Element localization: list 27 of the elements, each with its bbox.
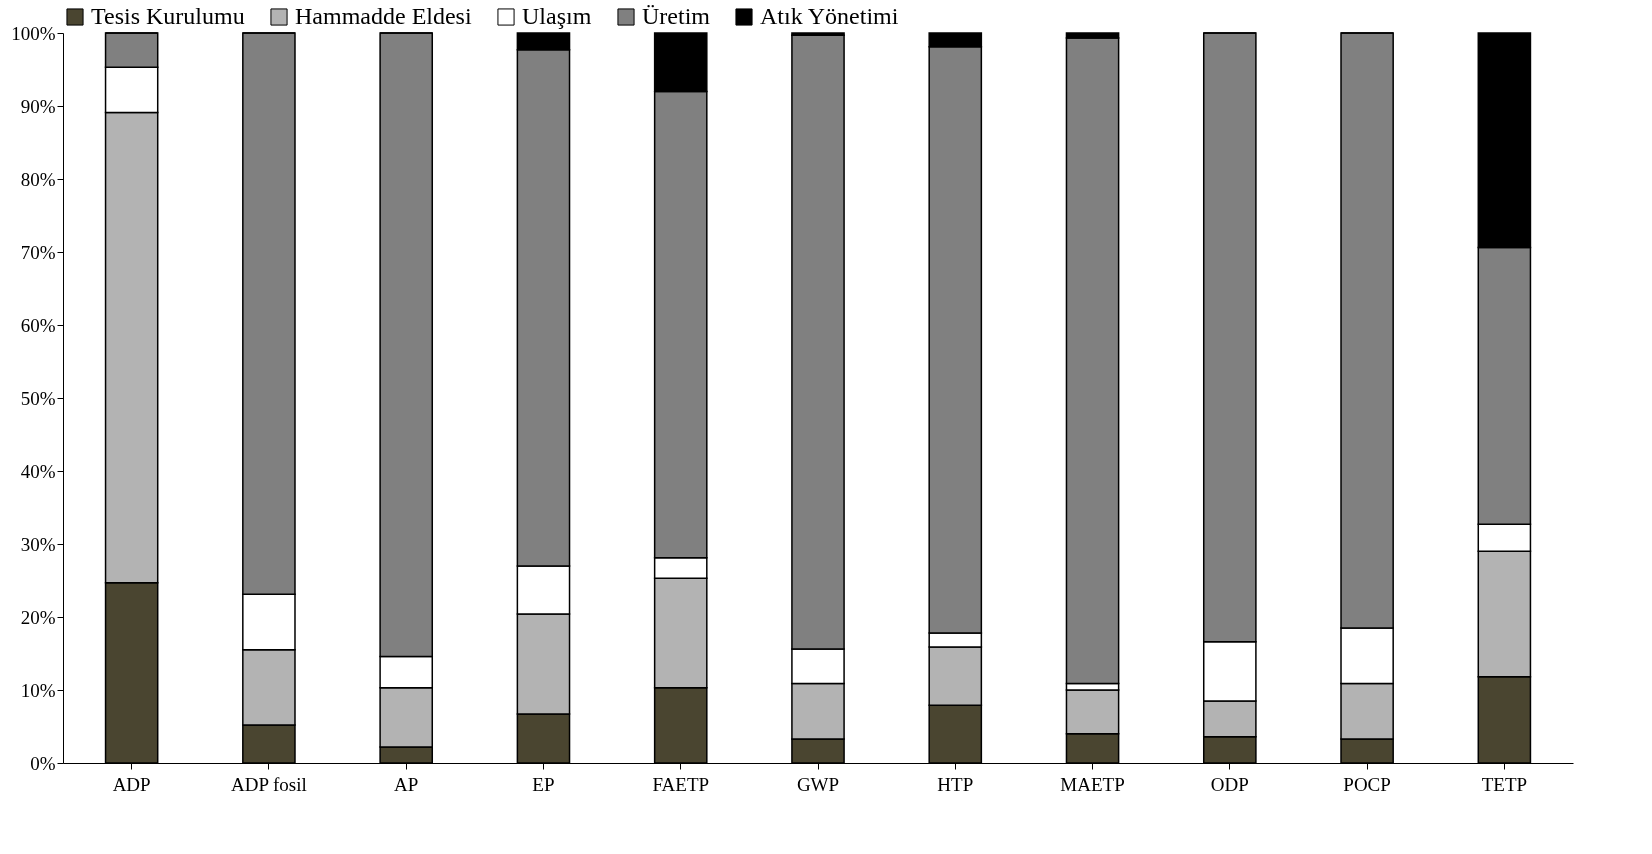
y-tick-label: 30% [20,533,56,555]
y-tick-label: 50% [20,387,56,409]
y-tick-label: 100% [11,22,56,44]
x-tick-label: ODP [1210,773,1249,795]
x-tick-label: ADP [112,773,151,795]
legend-label: Tesis Kurulumu [91,3,245,29]
x-tick-label: HTP [937,773,974,795]
legend-label: Ulaşım [522,3,592,29]
legend-label: Üretim [642,3,711,29]
y-tick-label: 10% [20,679,56,701]
legend-label: Hammadde Eldesi [295,3,472,29]
y-tick-label: 80% [20,168,56,190]
x-tick-label: POCP [1343,773,1391,795]
y-tick-label: 90% [20,95,56,117]
y-tick-label: 20% [20,606,56,628]
y-tick-label: 60% [20,314,56,336]
legend-label: Atık Yönetimi [760,3,899,29]
y-tick-label: 70% [20,241,56,263]
x-tick-label: TETP [1481,773,1528,795]
x-tick-label: FAETP [652,773,710,795]
y-tick-label: 40% [20,460,56,482]
x-tick-label: GWP [796,773,840,795]
x-tick-label: ADP fosil [230,773,307,795]
x-tick-label: EP [532,773,555,795]
y-tick-label: 0% [30,752,56,774]
x-tick-label: AP [394,773,419,795]
x-tick-label: MAETP [1060,773,1125,795]
